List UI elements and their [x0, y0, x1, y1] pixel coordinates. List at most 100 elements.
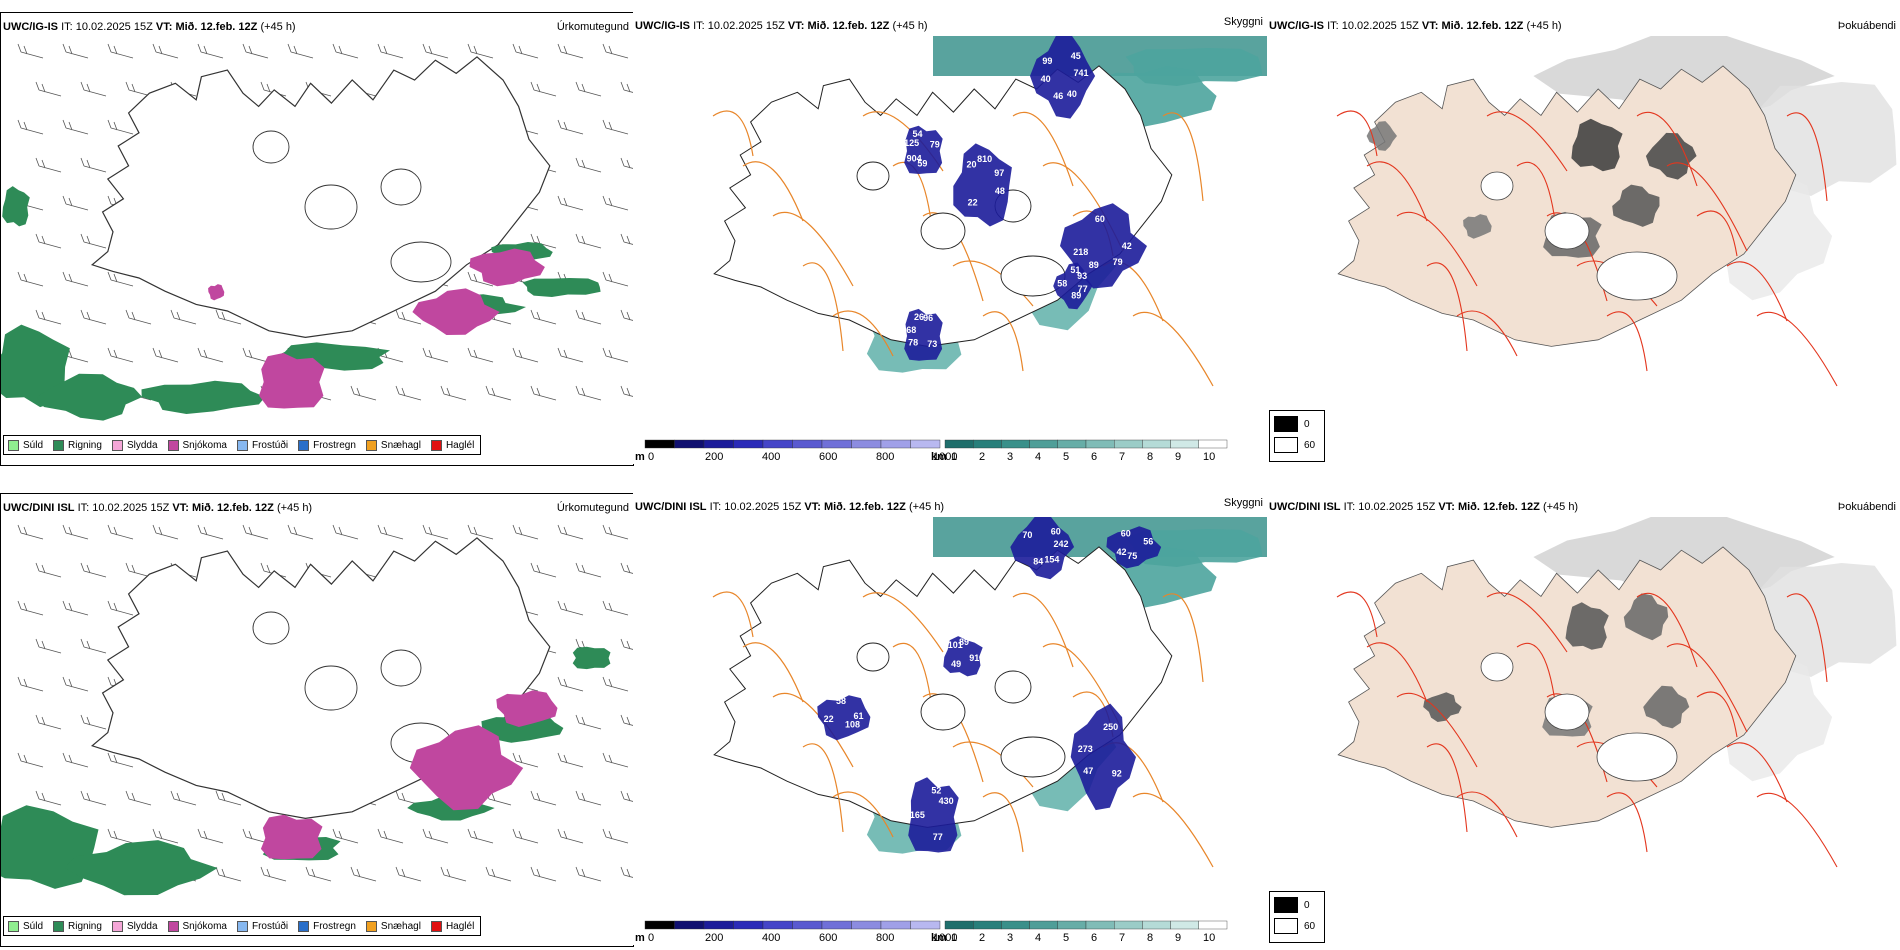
- visibility-tick: 4: [1035, 451, 1041, 463]
- vt-label: VT:: [1438, 501, 1455, 513]
- legend-swatch: [430, 920, 442, 932]
- legend-label: Snjókoma: [182, 920, 227, 932]
- wind-barb: [242, 524, 269, 540]
- wind-barb: [215, 309, 242, 325]
- wind-barb: [242, 347, 269, 363]
- wind-barb: [107, 752, 134, 768]
- cloud-base-label: 40: [1041, 74, 1051, 84]
- visibility-tick: 3: [1007, 451, 1013, 463]
- cloud-base-label: 60: [1121, 528, 1131, 538]
- cloud-base-unit: m: [635, 451, 645, 463]
- wind-barb: [377, 828, 404, 844]
- cloud-base-scale-swatch: [910, 439, 941, 449]
- wind-barb: [62, 524, 89, 540]
- wind-barb: [557, 347, 584, 363]
- wind-barb: [575, 562, 602, 578]
- lead-time: (+45 h): [908, 501, 945, 513]
- cloud-base-label: 78: [908, 338, 918, 348]
- model-name: UWC/DINI ISL: [3, 502, 75, 514]
- wind-barb: [602, 828, 629, 844]
- road: [1696, 210, 1738, 257]
- cloud-base-label: 92: [1112, 768, 1122, 778]
- visibility-scale-swatch: [944, 920, 974, 930]
- legend-label: Snæhagl: [380, 439, 421, 451]
- it-label: IT:: [709, 501, 722, 513]
- wind-barb: [575, 385, 602, 401]
- road: [1012, 592, 1074, 668]
- visibility-area: [1125, 48, 1263, 86]
- wind-barb: [35, 638, 62, 654]
- legend-item: Slydda: [111, 439, 158, 451]
- cloud-base-label: 165: [910, 810, 925, 820]
- glacier-outline: [1544, 693, 1590, 731]
- product-name: Skyggni: [1223, 16, 1263, 28]
- legend-item: Snæhagl: [365, 439, 421, 451]
- wind-barb: [35, 157, 62, 173]
- wind-barb: [422, 828, 449, 844]
- snow-area: [496, 690, 558, 727]
- glacier-outlines: [856, 642, 1066, 778]
- visibility-scale-swatch: [944, 439, 974, 449]
- cloud-base-scale-swatch: [851, 439, 882, 449]
- legend-swatch: [365, 439, 377, 451]
- wind-barb: [197, 524, 224, 540]
- cloud-base-tick: 600: [819, 451, 837, 463]
- vt-label: VT:: [787, 20, 805, 32]
- wind-barb: [620, 81, 633, 93]
- cloud-base-label: 54: [912, 129, 922, 139]
- visibility-tick: 6: [1091, 932, 1097, 944]
- road: [1162, 112, 1204, 202]
- road: [1666, 643, 1748, 733]
- wind-barb: [332, 524, 359, 540]
- coastline: [90, 56, 551, 339]
- glacier-outline: [252, 611, 290, 645]
- glacier-outline: [1000, 736, 1066, 778]
- cloud-base-label: 430: [939, 796, 954, 806]
- rain-area: [64, 840, 218, 896]
- legend-label: Haglél: [445, 439, 475, 451]
- wind-barb: [620, 714, 633, 726]
- panel-fog-row2: UWC/DINI ISL IT: 10.02.2025 15Z VT: Mið.…: [1267, 493, 1900, 945]
- panel-fog-row1: UWC/IG-IS IT: 10.02.2025 15Z VT: Mið. 12…: [1267, 12, 1900, 464]
- wind-barb: [332, 43, 359, 59]
- wind-barb: [332, 828, 359, 844]
- it-label: IT:: [693, 20, 705, 32]
- cloud-base-label: 79: [1113, 257, 1123, 267]
- wind-barb: [125, 562, 152, 578]
- visibility-tick: 10: [1203, 932, 1215, 944]
- legend-item: Frostúði: [236, 439, 288, 451]
- wind-barb: [62, 600, 89, 616]
- road: [982, 311, 1024, 372]
- wind-barb: [602, 676, 629, 692]
- rain-area: [36, 373, 143, 421]
- wind-barb: [422, 43, 449, 59]
- fog-haze: [1759, 82, 1897, 196]
- fog-map: [1336, 517, 1897, 868]
- wind-barb: [557, 43, 584, 59]
- fog-key-row: 0: [1274, 897, 1324, 913]
- cloud-base-label: 68: [906, 325, 916, 335]
- road-network: [1336, 110, 1838, 387]
- wind-barb: [620, 385, 633, 397]
- legend-item: Snæhagl: [365, 920, 421, 932]
- coastline: [1337, 546, 1797, 828]
- wind-barb: [575, 790, 602, 806]
- snow-area: [208, 284, 225, 301]
- wind-barb: [467, 828, 494, 844]
- wind-barb: [602, 524, 629, 540]
- visibility-map: 242 42 89 108 273 430 84 60 91 22 250 77 70 56 49 58 92 1…: [712, 517, 1267, 868]
- visibility-scale-swatch: [1198, 439, 1228, 449]
- fog-dark-area: [1463, 214, 1492, 239]
- fog-key-label: 60: [1304, 439, 1316, 451]
- wind-barb: [35, 714, 62, 730]
- cloud-base-label: 125: [904, 138, 919, 148]
- fog-dark-area: [1645, 132, 1697, 180]
- visibility-tick: 5: [1063, 451, 1069, 463]
- glacier-outlines: [1480, 652, 1678, 782]
- wind-barb: [575, 714, 602, 730]
- legend-item: Slydda: [111, 920, 158, 932]
- fog-dark-area: [1423, 692, 1462, 722]
- wind-barb: [80, 233, 107, 249]
- wind-barb: [80, 714, 107, 730]
